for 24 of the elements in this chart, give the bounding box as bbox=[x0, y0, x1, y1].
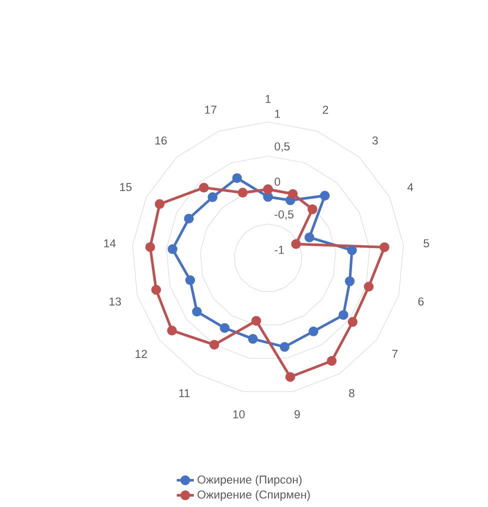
spoke-label: 12 bbox=[136, 350, 147, 358]
spoke-label: 13 bbox=[110, 297, 121, 306]
spoke-label: 3 bbox=[372, 136, 378, 145]
spoke-label: 7 bbox=[392, 350, 398, 358]
y-tick-label: 0,5 bbox=[274, 142, 290, 152]
y-tick-label: -0,5 bbox=[274, 210, 294, 220]
spoke-label: 6 bbox=[418, 297, 424, 306]
spoke-label: 8 bbox=[349, 389, 354, 398]
y-tick-label: -1 bbox=[274, 246, 284, 254]
y-tick-label: 0 bbox=[274, 178, 280, 186]
spoke-label: 11 bbox=[179, 389, 190, 398]
y-tick-label: 1 bbox=[275, 110, 280, 118]
spoke-label: 17 bbox=[205, 106, 216, 114]
spoke-label: 5 bbox=[424, 239, 430, 248]
spoke-label: 4 bbox=[407, 183, 414, 192]
spoke-label: 10 bbox=[233, 410, 245, 418]
spoke-label: 16 bbox=[155, 136, 167, 145]
spoke-label: 14 bbox=[104, 239, 116, 248]
spoke-label: 15 bbox=[120, 183, 132, 192]
legend-label: Ожирение (Спирмен) bbox=[198, 490, 310, 501]
legend-label: Ожирение (Пирсон) bbox=[198, 475, 302, 486]
spoke-label: 9 bbox=[294, 410, 300, 418]
spoke-label: 1 bbox=[266, 95, 271, 103]
spoke-label: 2 bbox=[322, 106, 328, 114]
